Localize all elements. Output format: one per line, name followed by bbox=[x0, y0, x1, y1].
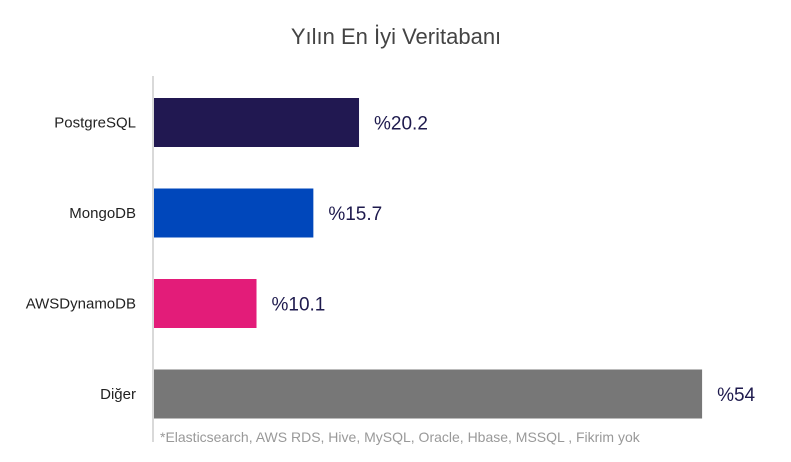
footnote: *Elasticsearch, AWS RDS, Hive, MySQL, Or… bbox=[160, 429, 641, 445]
category-label: AWSDynamoDB bbox=[26, 296, 136, 313]
data-label: %10.1 bbox=[272, 295, 326, 316]
data-label: %15.7 bbox=[328, 204, 382, 225]
bar-dier bbox=[154, 369, 703, 419]
chart-title: Yılın En İyi Veritabanı bbox=[291, 24, 501, 49]
bar-postgresql bbox=[154, 98, 360, 147]
data-label: %54 bbox=[717, 385, 755, 406]
category-label: MongoDB bbox=[69, 205, 136, 222]
bar-mongodb bbox=[154, 188, 314, 238]
category-label: PostgreSQL bbox=[54, 115, 136, 132]
data-label: %20.2 bbox=[374, 114, 428, 135]
bar-awsdynamodb bbox=[154, 279, 257, 328]
category-label: Diğer bbox=[100, 386, 136, 403]
